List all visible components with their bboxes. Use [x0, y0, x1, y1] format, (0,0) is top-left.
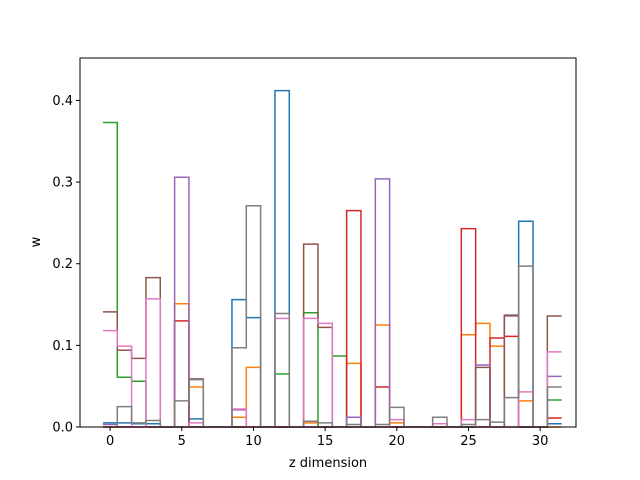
y-tick-label: 0.4: [52, 94, 73, 109]
x-tick-label: 5: [178, 434, 186, 449]
y-tick-label: 0.0: [52, 421, 73, 436]
series-8-step-line: [102, 205, 562, 428]
y-axis-label: w: [29, 236, 44, 247]
x-axis-label: z dimension: [289, 456, 367, 471]
x-tick-label: 0: [106, 434, 114, 449]
x-tick-label: 30: [532, 434, 549, 449]
y-tick-label: 0.3: [52, 176, 73, 191]
x-tick-label: 10: [245, 434, 262, 449]
y-tick-label: 0.1: [52, 339, 73, 354]
y-axis: 0.0 0.1 0.2 0.3 0.4: [52, 94, 80, 436]
y-tick-label: 0.2: [52, 257, 73, 272]
x-tick-label: 20: [389, 434, 406, 449]
x-tick-label: 25: [460, 434, 477, 449]
plot-frame: [79, 57, 577, 428]
x-axis: 0 5 10 15 20 25 30: [106, 427, 548, 449]
x-tick-label: 15: [317, 434, 334, 449]
